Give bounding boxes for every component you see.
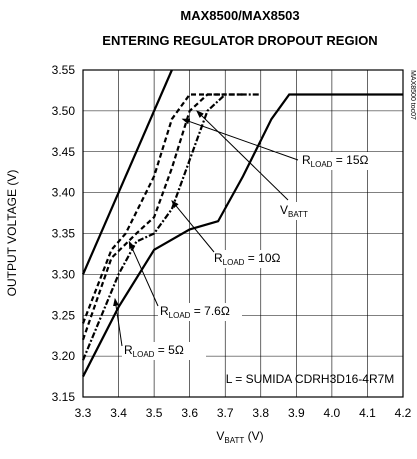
annotation-main: R (302, 153, 311, 167)
side-note: MAX8500 toc07 (409, 70, 416, 120)
annotation-rest: = 5Ω (154, 343, 183, 357)
series-line (82, 93, 403, 378)
annotation-sub: LOAD (223, 258, 245, 267)
y-tick-label: 3.25 (52, 308, 76, 322)
x-tick-label: 4.1 (359, 406, 376, 420)
x-tick-label: 3.4 (110, 406, 127, 420)
x-tick-label: 4.2 (395, 406, 412, 420)
annotation-main: R (124, 343, 133, 357)
chart-title: MAX8500/MAX8503 (180, 8, 299, 23)
y-tick-label: 3.35 (52, 227, 76, 241)
x-tick-label: 3.7 (217, 406, 234, 420)
x-tick-label: 3.3 (75, 406, 92, 420)
annotation: RLOAD = 5Ω (124, 343, 184, 359)
annotation-rest: = 15Ω (332, 153, 368, 167)
note: L = SUMIDA CDRH3D16-4R7M (226, 372, 395, 386)
annotation-rest: = 10Ω (244, 251, 280, 265)
series-line (81, 93, 226, 324)
x-tick-label: 3.8 (252, 406, 269, 420)
series-line (81, 93, 243, 341)
annotation-sub: BATT (288, 210, 308, 219)
annotation-arrow (113, 297, 123, 347)
y-axis-label: OUTPUT VOLTAGE (V) (5, 170, 19, 297)
x-axis-label: VBATT (V) (216, 429, 263, 445)
x-axis-label-rest: (V) (244, 429, 263, 443)
x-tick-label: 3.6 (181, 406, 198, 420)
y-tick-label: 3.55 (52, 63, 76, 77)
annotation-main: V (280, 203, 288, 217)
x-axis-label-main: V (216, 429, 224, 443)
annotation-main: R (214, 251, 223, 265)
y-tick-label: 3.50 (52, 104, 76, 118)
annotation: VBATT (280, 203, 308, 219)
y-tick-label: 3.45 (52, 145, 76, 159)
y-tick-label: 3.40 (52, 186, 76, 200)
y-tick-label: 3.30 (52, 267, 76, 281)
x-tick-label: 3.9 (288, 406, 305, 420)
annotation-sub: LOAD (311, 160, 333, 169)
annotation: RLOAD = 10Ω (214, 251, 280, 267)
annotation-arrow (181, 118, 299, 161)
annotation-bg (212, 250, 296, 268)
y-tick-label: 3.20 (52, 349, 76, 363)
annotation-bg (158, 303, 242, 321)
annotation-bg (278, 202, 314, 220)
annotation-main: R (160, 304, 169, 318)
annotation: RLOAD = 15Ω (302, 153, 368, 169)
annotation-arrow (171, 200, 215, 253)
chart-subtitle: ENTERING REGULATOR DROPOUT REGION (102, 33, 377, 48)
x-tick-label: 3.5 (146, 406, 163, 420)
series-line (81, 93, 261, 361)
annotation-sub: LOAD (169, 311, 191, 320)
annotation-rest: = 7.6Ω (190, 304, 229, 318)
annotation-bg (300, 152, 384, 170)
annotation-bg (122, 342, 206, 360)
annotation-arrow (128, 240, 159, 307)
x-axis-label-sub: BATT (224, 436, 244, 445)
annotation: RLOAD = 7.6Ω (160, 304, 230, 320)
annotation-arrow (196, 110, 289, 201)
annotation-sub: LOAD (133, 350, 155, 359)
series-line (81, 69, 173, 275)
x-tick-label: 4.0 (324, 406, 341, 420)
plot-frame (82, 69, 404, 398)
y-tick-label: 3.15 (52, 390, 76, 404)
